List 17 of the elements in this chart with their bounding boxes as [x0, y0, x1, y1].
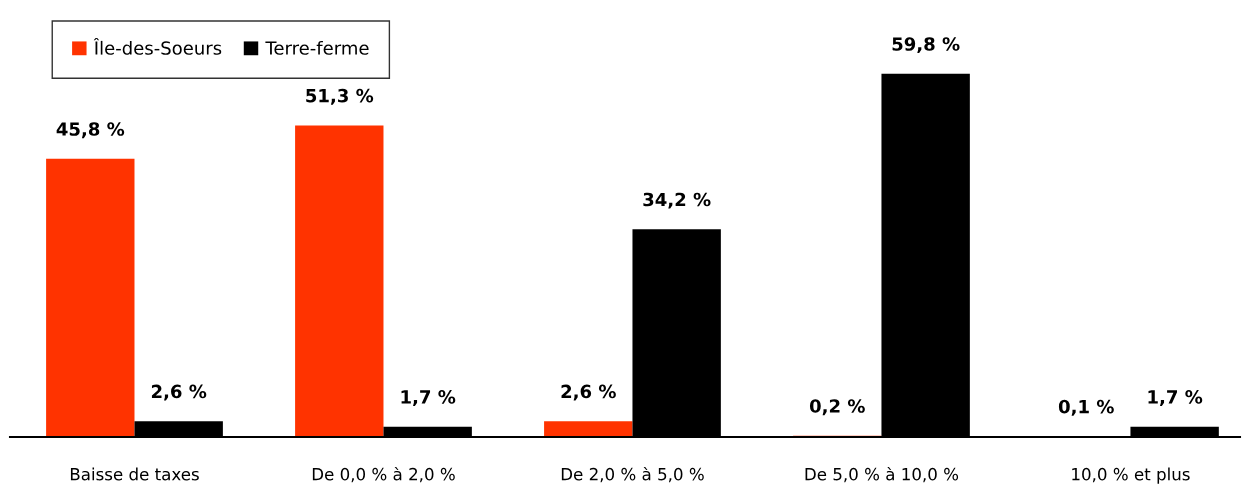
x-tick-label: Baisse de taxes — [70, 467, 199, 481]
data-label: 1,7 % — [1148, 390, 1203, 407]
x-tick-label: De 2,0 % à 5,0 % — [561, 466, 704, 483]
legend-label: Terre-ferme — [265, 40, 369, 55]
x-tick-label: De 0,0 % à 2,0 % — [312, 466, 455, 483]
data-label: 2,6 % — [561, 384, 616, 401]
data-label: 59,8 % — [892, 37, 960, 54]
x-tick-label: 10,0 % et plus — [1072, 467, 1190, 484]
legend-label: Île-des-Soeurs — [93, 37, 222, 55]
data-label: 0,1 % — [1058, 399, 1114, 416]
data-label: 34,2 % — [643, 192, 711, 209]
data-label: 1,7 % — [401, 390, 456, 407]
data-label: 51,3 % — [306, 88, 374, 105]
x-tick-label: De 5,0 % à 10,0 % — [805, 466, 959, 483]
data-label: 0,2 % — [809, 399, 865, 416]
data-label: 2,6 % — [151, 384, 207, 401]
data-label: 45,8 % — [56, 122, 125, 139]
